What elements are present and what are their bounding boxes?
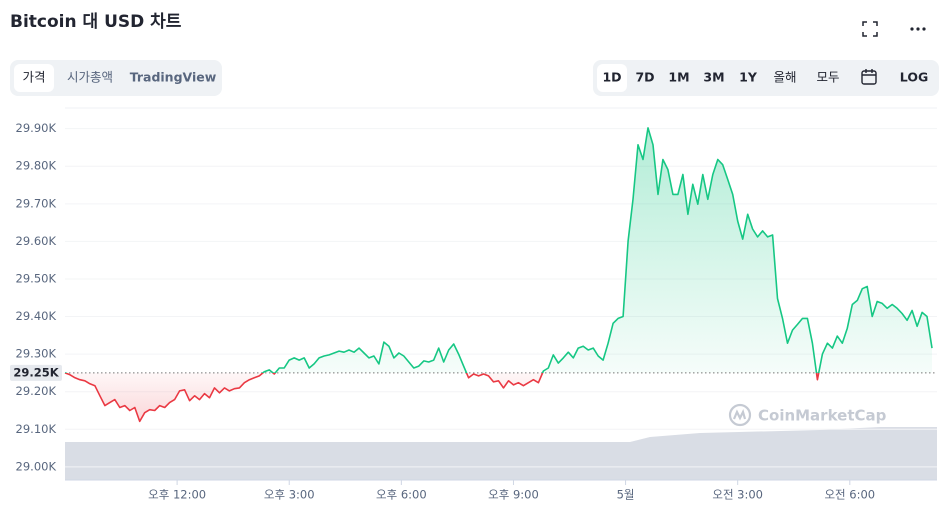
y-tick-label: 29.70K — [16, 196, 57, 210]
active-range — [597, 64, 627, 92]
x-tick-label: 5월 — [617, 488, 635, 502]
x-tick-label: 오후 12:00 — [148, 488, 206, 502]
more-icon[interactable] — [910, 27, 926, 31]
log-button[interactable]: LOG — [900, 70, 928, 85]
range[interactable]: 모두 — [816, 70, 839, 85]
range[interactable]: 3M — [703, 70, 724, 85]
y-tick-label: 29.40K — [16, 309, 57, 323]
x-tick-label: 오전 6:00 — [824, 488, 875, 502]
y-tick-label: 29.30K — [16, 347, 57, 361]
y-tick-label: 29.00K — [16, 459, 57, 473]
y-tick-label: 29.10K — [16, 422, 57, 436]
x-tick-label: 오후 9:00 — [488, 488, 539, 502]
tab[interactable]: 가격 — [22, 70, 45, 85]
x-tick-label: 오전 3:00 — [712, 488, 763, 502]
y-tick-label: 29.50K — [16, 271, 57, 285]
tab[interactable]: TradingView — [130, 70, 217, 85]
volume-bars — [65, 427, 937, 480]
baseline-label-box — [10, 364, 62, 381]
range[interactable]: 올해 — [773, 70, 796, 85]
baseline-label: 29.25K — [13, 365, 59, 379]
expand-icon[interactable] — [862, 21, 878, 37]
range[interactable]: 1M — [668, 70, 689, 85]
tab-group — [10, 60, 222, 96]
y-tick-label: 29.60K — [16, 234, 57, 248]
y-tick-label: 29.20K — [16, 384, 57, 398]
range[interactable]: 1Y — [739, 70, 758, 85]
watermark-logo — [728, 403, 752, 427]
tab[interactable]: 시가총액 — [67, 70, 113, 85]
y-tick-label: 29.90K — [16, 121, 57, 135]
x-tick-label: 오후 3:00 — [264, 488, 315, 502]
page-title: Bitcoin 대 USD 차트 — [10, 12, 182, 32]
range-group — [593, 60, 939, 96]
watermark: CoinMarketCap — [758, 407, 887, 425]
price-line — [64, 127, 933, 423]
range[interactable]: 7D — [635, 70, 654, 85]
range[interactable]: 1D — [602, 70, 621, 85]
area-fill — [65, 127, 932, 422]
x-tick-label: 오후 6:00 — [376, 488, 427, 502]
calendar-icon[interactable] — [861, 69, 877, 85]
active-tab — [14, 64, 54, 92]
y-tick-label: 29.80K — [16, 159, 57, 173]
